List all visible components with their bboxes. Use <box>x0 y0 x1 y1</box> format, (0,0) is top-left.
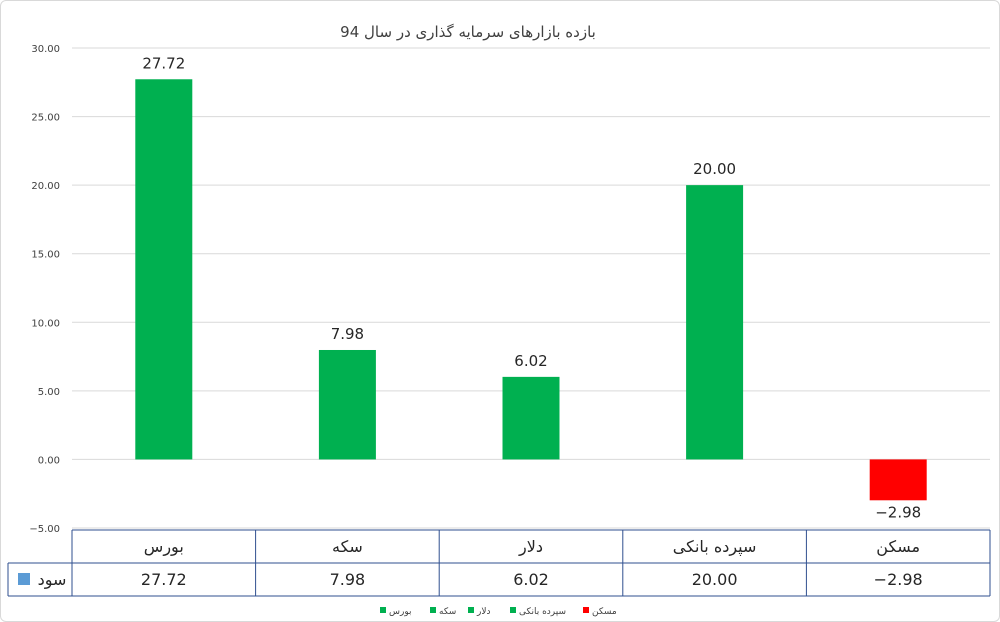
table-category-cell: دلار <box>518 537 543 557</box>
legend-swatch <box>430 607 436 613</box>
y-tick-label: 0.00 <box>38 455 60 466</box>
bar <box>686 185 744 460</box>
y-tick-label: 30.00 <box>31 44 60 55</box>
chart-title: بازده بازارهای سرمایه گذاری در سال 94 <box>340 23 596 41</box>
bar <box>318 349 376 460</box>
data-labels: 27.72 7.98 6.02 20.00 −2.98 <box>142 54 921 521</box>
y-tick-label: 10.00 <box>31 318 60 329</box>
table-value-cell: 20.00 <box>692 570 738 589</box>
y-tick-label: 25.00 <box>31 113 60 124</box>
table-series-name: سود <box>38 570 67 590</box>
table-category-cell: بورس <box>144 537 184 557</box>
table-category-cell: سکه <box>332 537 363 556</box>
series-marker <box>18 573 30 585</box>
bar <box>869 459 927 501</box>
y-tick-label: −5.00 <box>29 524 60 535</box>
y-tick-label: 5.00 <box>38 387 60 398</box>
legend-swatch <box>468 607 474 613</box>
legend-swatch <box>510 607 516 613</box>
bar <box>135 79 193 460</box>
data-label: 6.02 <box>514 352 547 370</box>
table-value-cell: −2.98 <box>874 570 923 589</box>
table-category-cell: سپرده بانکی <box>673 537 757 557</box>
data-table: بورس 27.72 سکه 7.98 دلار 6.02 سپرده بانکی 20.00… <box>7 529 991 597</box>
y-tick-label: 15.00 <box>31 250 60 261</box>
legend-label: بورس <box>389 607 412 617</box>
data-label: 20.00 <box>693 160 736 178</box>
legend-swatch <box>583 607 589 613</box>
table-category-cell: مسکن <box>876 537 920 557</box>
data-label: 7.98 <box>331 325 364 343</box>
legend-swatch <box>380 607 386 613</box>
legend: بورس سکه دلار سپرده بانکی مسکن <box>380 607 617 617</box>
y-axis-ticks: 30.00 25.00 20.00 15.00 10.00 5.00 0.00 −5.00 <box>29 44 60 535</box>
bar <box>502 376 560 460</box>
y-tick-label: 20.00 <box>31 181 60 192</box>
table-value-cell: 27.72 <box>141 570 187 589</box>
legend-label: سپرده بانکی <box>519 607 566 617</box>
legend-label: دلار <box>476 607 491 617</box>
legend-label: سکه <box>439 607 456 617</box>
table-value-cell: 6.02 <box>513 570 549 589</box>
legend-label: مسکن <box>592 607 617 617</box>
data-label: −2.98 <box>875 503 921 521</box>
bars <box>135 79 927 501</box>
data-label: 27.72 <box>142 54 185 72</box>
table-value-cell: 7.98 <box>330 570 366 589</box>
